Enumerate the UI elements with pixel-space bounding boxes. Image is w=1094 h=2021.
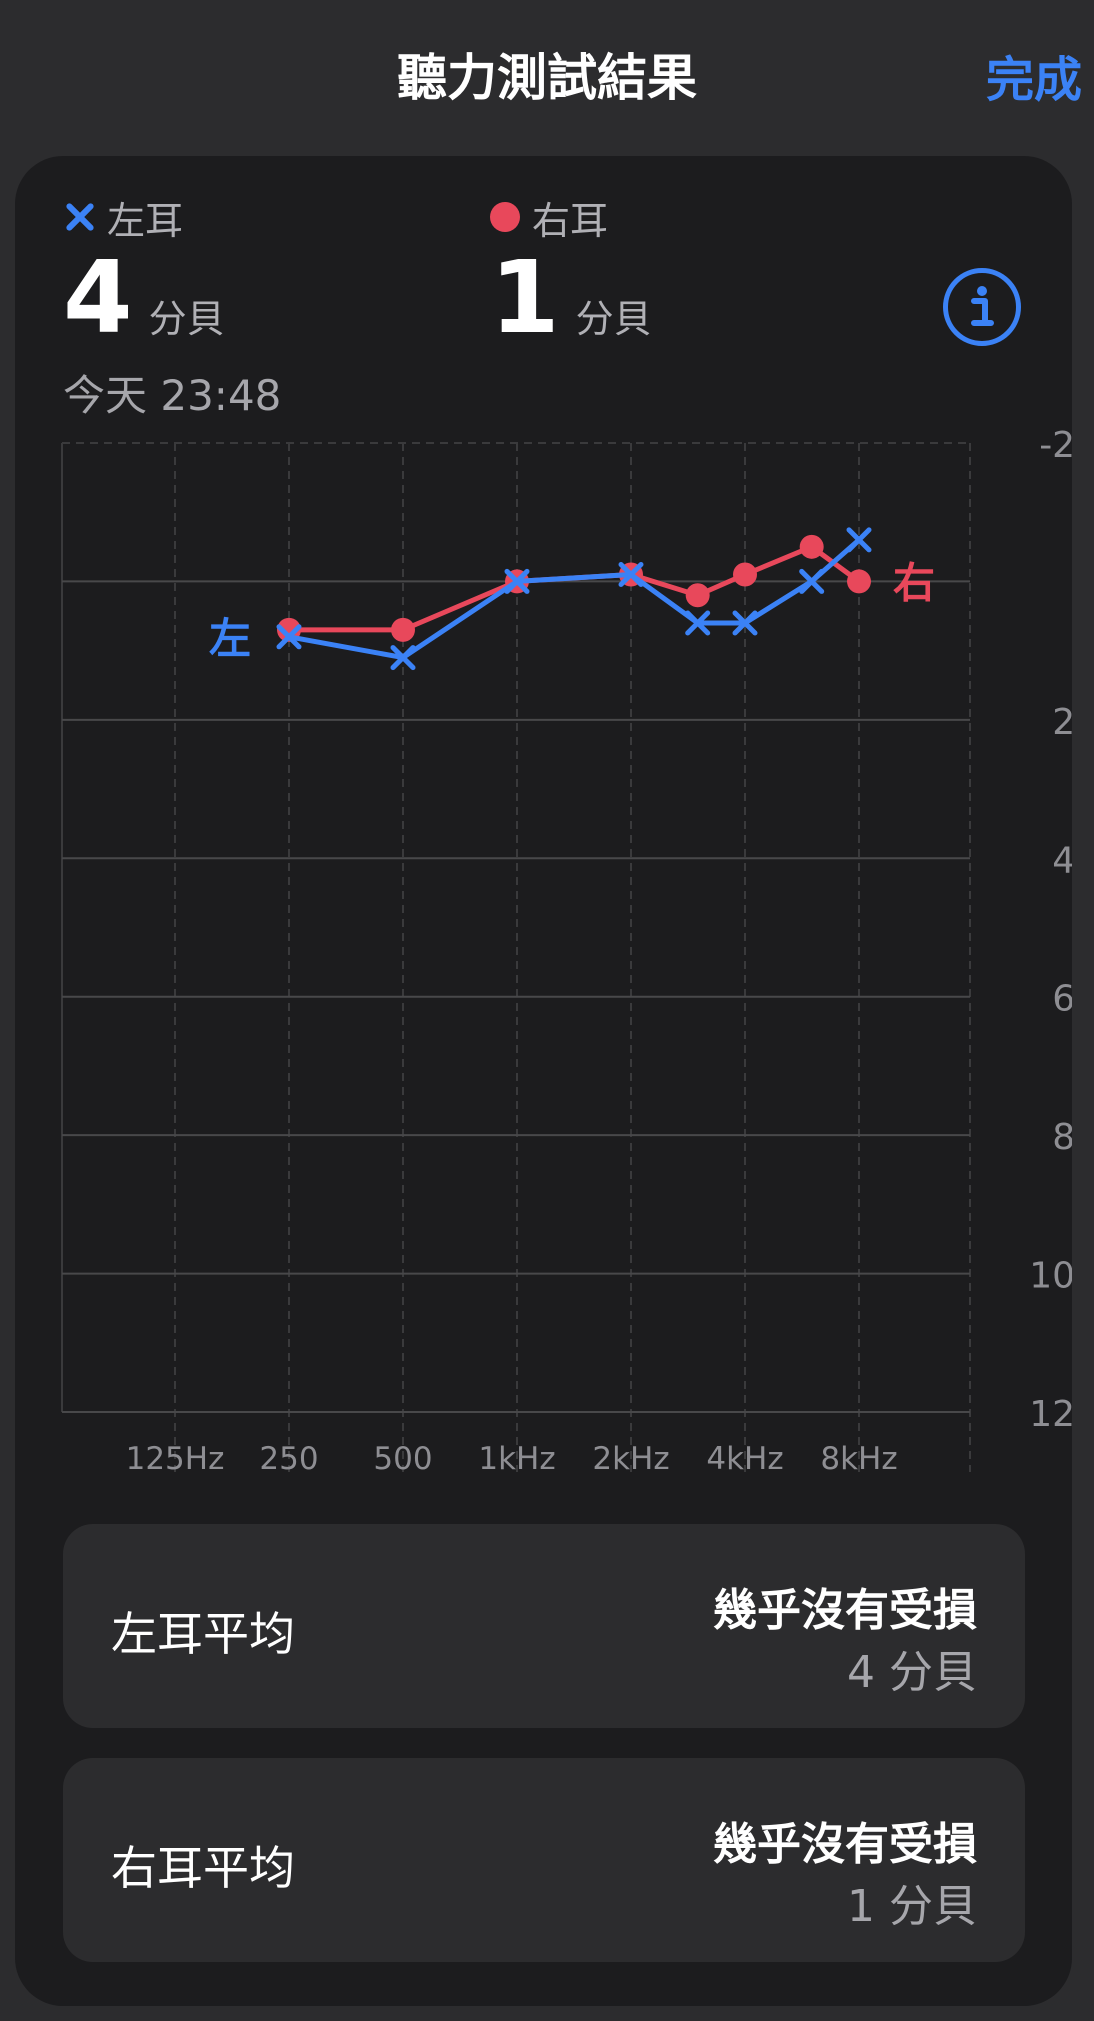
right-ear-point [391, 617, 415, 642]
right-ear-summary: 右耳 1 分貝 [490, 194, 652, 352]
right-ear-point [733, 562, 757, 587]
page-title: 聽力測試結果 [397, 49, 697, 107]
chart-x-tick-label: 125Hz [126, 1441, 225, 1477]
chart-x-tick-label: 4kHz [706, 1441, 783, 1477]
left-ear-point [846, 527, 872, 553]
chart-x-tick-label: 250 [259, 1441, 318, 1477]
left-ear-series-label: 左 [209, 614, 251, 663]
left-ear-point [390, 645, 416, 671]
left-ear-value-row: 4 分貝 [63, 244, 225, 352]
chart-y-tick-label: 80 [1052, 1117, 1072, 1158]
test-timestamp: 今天 23:48 [63, 371, 282, 420]
left-ear-average-value: 4 分貝 [847, 1647, 977, 1698]
left-ear-point [504, 568, 530, 594]
right-ear-series-label: 右 [893, 558, 935, 607]
left-ear-value: 4 [63, 239, 133, 356]
audiogram-chart: -20020406080100120125Hz2505001kHz2kHz4kH… [61, 425, 1072, 1477]
hearing-result-card: 左耳 4 分貝 右耳 1 分貝 今天 23:48 -20020406080100… [15, 156, 1072, 2006]
right-ear-value: 1 [490, 239, 560, 356]
left-ear-average-label: 左耳平均 [111, 1607, 295, 1661]
chart-x-tick-label: 2kHz [592, 1441, 669, 1477]
right-ear-value-row: 1 分貝 [490, 244, 652, 352]
chart-y-tick-label: 40 [1052, 840, 1072, 881]
left-ear-summary: 左耳 4 分貝 [63, 194, 225, 352]
info-circle-icon [971, 286, 994, 326]
right-ear-point [685, 583, 710, 608]
chart-y-tick-label: 60 [1052, 979, 1072, 1020]
left-ear-average-status: 幾乎沒有受損 [713, 1585, 977, 1636]
right-ear-unit: 分貝 [575, 297, 652, 341]
chart-x-tick-label: 500 [373, 1441, 432, 1477]
info-button[interactable] [943, 268, 1021, 346]
left-ear-legend: 左耳 [63, 194, 225, 243]
dot-marker-icon [490, 202, 520, 232]
right-ear-average-status: 幾乎沒有受損 [713, 1819, 977, 1870]
right-ear-line [289, 544, 861, 633]
left-ear-point [799, 568, 825, 594]
chart-y-tick-label: 120 [1029, 1394, 1072, 1435]
right-ear-average-card[interactable]: 右耳平均 幾乎沒有受損 1 分貝 [63, 1758, 1025, 1962]
nav-bar: 聽力測試結果 完成 [0, 0, 1094, 140]
right-ear-point [799, 534, 824, 559]
left-ear-point [685, 610, 711, 636]
left-ear-average-card[interactable]: 左耳平均 幾乎沒有受損 4 分貝 [63, 1524, 1025, 1728]
right-ear-average-value: 1 分貝 [847, 1881, 977, 1932]
chart-x-tick-label: 8kHz [820, 1441, 897, 1477]
chart-y-tick-label: 20 [1052, 702, 1072, 743]
left-ear-legend-label: 左耳 [107, 198, 184, 243]
right-ear-point [847, 569, 871, 594]
right-ear-legend-label: 右耳 [532, 198, 609, 243]
left-ear-unit: 分貝 [148, 297, 225, 341]
left-ear-point [618, 562, 644, 588]
chart-x-tick-label: 1kHz [478, 1441, 555, 1477]
left-ear-line [288, 538, 861, 661]
left-ear-point [276, 624, 302, 650]
done-button[interactable]: 完成 [985, 52, 1082, 108]
right-ear-legend: 右耳 [490, 194, 652, 243]
left-ear-point [732, 610, 758, 636]
chart-y-tick-label: -20 [1039, 425, 1072, 466]
chart-y-tick-label: 100 [1029, 1256, 1072, 1297]
right-ear-average-label: 右耳平均 [111, 1841, 295, 1895]
